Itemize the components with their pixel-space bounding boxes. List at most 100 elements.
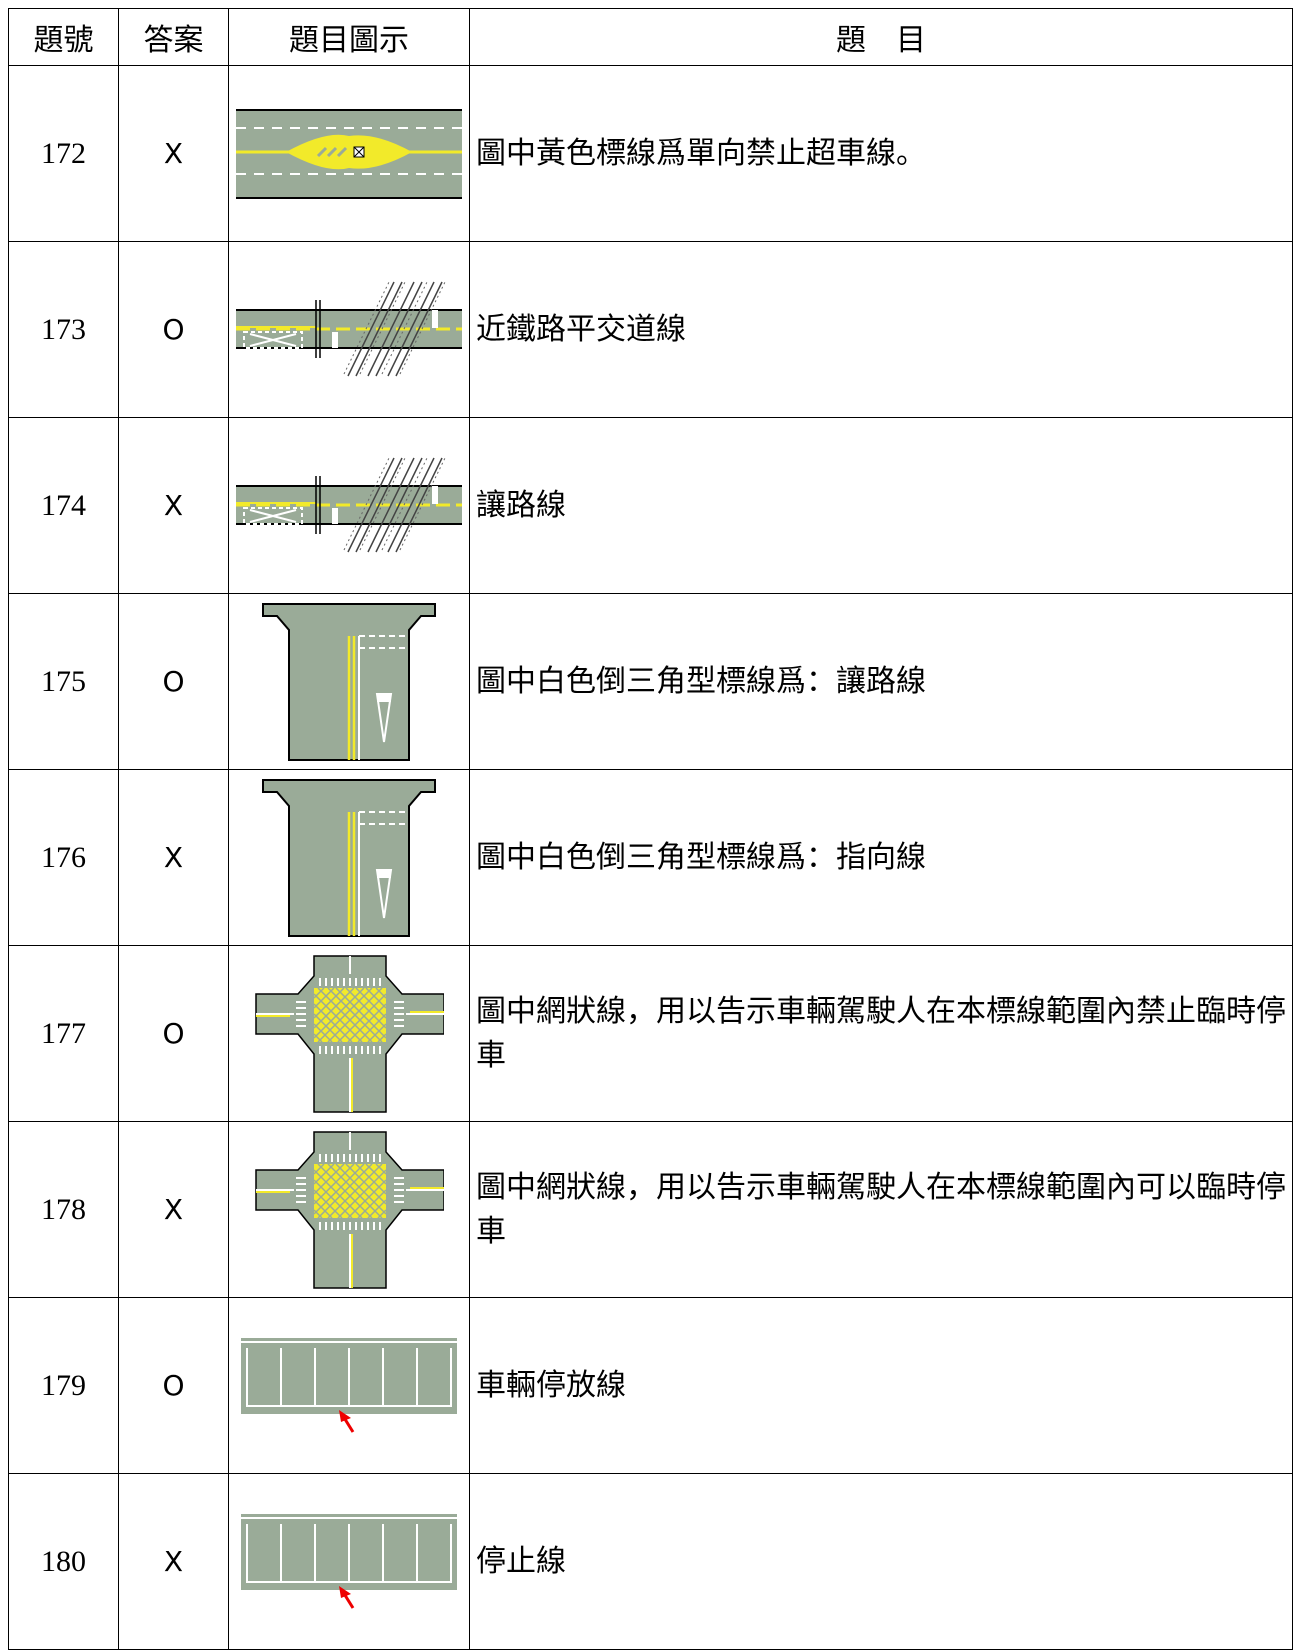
figure-shape xyxy=(387,281,443,376)
header-cell: 題 目 xyxy=(469,8,1293,66)
question-row: 173 O 近鐵路平交道線 xyxy=(8,241,1293,418)
question-text: 圖中白色倒三角型標線爲：指向線 xyxy=(469,769,1293,946)
answer: O xyxy=(118,241,229,418)
question-number: 177 xyxy=(8,945,119,1122)
figure-shape xyxy=(243,330,303,349)
question-number: 178 xyxy=(8,1121,119,1298)
question-text: 圖中網狀線，用以告示車輛駕駛人在本標線範圍內禁止臨時停車 xyxy=(469,945,1293,1122)
question-text: 車輛停放線 xyxy=(469,1297,1293,1474)
figure-shape xyxy=(313,986,387,1043)
question-row: 172 X 圖中黃色標線爲單向禁止超車線。 xyxy=(8,65,1293,242)
question-row: 175 O 圖中白色倒三角型標線爲：讓路線 xyxy=(8,593,1293,770)
question-text: 停止線 xyxy=(469,1473,1293,1650)
road-marking-figure xyxy=(236,108,462,199)
figure-shape xyxy=(347,281,403,376)
question-row: 178 X 圖中網狀線，用以告示車輛駕駛人在本標線範圍內可以臨時停車 xyxy=(8,1121,1293,1298)
question-row: 179 O 車輛停放線 xyxy=(8,1297,1293,1474)
figure-shape xyxy=(319,1221,381,1230)
question-figure xyxy=(228,945,470,1122)
road-marking-figure xyxy=(262,778,436,937)
figure-shape xyxy=(249,332,297,347)
figure-shape xyxy=(432,485,438,504)
answer: X xyxy=(118,769,229,946)
question-number: 174 xyxy=(8,417,119,594)
question-text: 近鐵路平交道線 xyxy=(469,241,1293,418)
question-text: 圖中白色倒三角型標線爲：讓路線 xyxy=(469,593,1293,770)
question-figure xyxy=(228,1297,470,1474)
figure-shape xyxy=(367,457,423,552)
question-row: 176 X 圖中白色倒三角型標線爲：指向線 xyxy=(8,769,1293,946)
figure-shape xyxy=(432,309,438,328)
figure-shape xyxy=(394,1000,404,1027)
question-figure xyxy=(228,769,470,946)
figure-shape xyxy=(339,1585,351,1598)
figure-shape xyxy=(347,457,443,552)
question-text: 圖中黃色標線爲單向禁止超車線。 xyxy=(469,65,1293,242)
question-table: 題號 答案 題目圖示題 目 172 X 圖中黃色標線爲單向禁止超車線。 173 O 近鐵路… xyxy=(8,8,1293,1650)
figure-shape xyxy=(347,281,443,376)
table-body: 172 X 圖中黃色標線爲單向禁止超車線。 173 O 近鐵路平交道線 174 X xyxy=(8,65,1293,1650)
answer: X xyxy=(118,1473,229,1650)
header-cell: 答案 xyxy=(118,8,229,66)
answer: X xyxy=(118,1121,229,1298)
figure-shape xyxy=(339,1409,351,1422)
road-marking-figure xyxy=(241,1513,457,1609)
question-number: 175 xyxy=(8,593,119,770)
figure-shape xyxy=(377,869,391,878)
figure-shape xyxy=(280,1523,418,1582)
question-text: 圖中網狀線，用以告示車輛駕駛人在本標線範圍內可以臨時停車 xyxy=(469,1121,1293,1298)
figure-shape xyxy=(377,693,391,702)
figure-shape xyxy=(347,457,403,552)
header-cell: 題號 xyxy=(8,8,119,66)
header-row: 題號 答案 題目圖示題 目 xyxy=(8,8,1293,66)
question-number: 176 xyxy=(8,769,119,946)
header-cell: 題目圖示 xyxy=(228,8,470,66)
figure-shape xyxy=(256,955,444,1112)
figure-shape xyxy=(249,508,297,523)
figure-shape xyxy=(319,1045,381,1054)
figure-shape xyxy=(256,1186,444,1288)
figure-shape xyxy=(319,977,381,986)
question-number: 172 xyxy=(8,65,119,242)
answer: O xyxy=(118,1297,229,1474)
question-number: 179 xyxy=(8,1297,119,1474)
road-marking-figure xyxy=(236,455,462,552)
answer: O xyxy=(118,945,229,1122)
question-figure xyxy=(228,1473,470,1650)
road-marking-figure xyxy=(262,602,436,761)
question-figure xyxy=(228,1121,470,1298)
figure-shape xyxy=(313,1162,387,1219)
figure-shape xyxy=(353,146,365,157)
figure-shape xyxy=(256,1131,444,1288)
question-row: 177 O 圖中網狀線，用以告示車輛駕駛人在本標線範圍內禁止臨時停車 xyxy=(8,945,1293,1122)
figure-shape xyxy=(243,506,303,525)
question-number: 173 xyxy=(8,241,119,418)
answer: X xyxy=(118,417,229,594)
question-row: 180 X 停止線 xyxy=(8,1473,1293,1650)
question-figure xyxy=(228,241,470,418)
answer: X xyxy=(118,65,229,242)
figure-shape xyxy=(286,134,412,169)
figure-shape xyxy=(394,1176,404,1203)
question-figure xyxy=(228,593,470,770)
figure-shape xyxy=(387,457,443,552)
question-row: 174 X 讓路線 xyxy=(8,417,1293,594)
figure-shape xyxy=(256,1131,444,1288)
figure-shape xyxy=(332,331,338,348)
figure-shape xyxy=(367,281,423,376)
question-figure xyxy=(228,417,470,594)
figure-shape xyxy=(313,986,387,1043)
question-text: 讓路線 xyxy=(469,417,1293,594)
figure-shape xyxy=(256,955,444,1112)
answer: O xyxy=(118,593,229,770)
figure-shape xyxy=(316,146,348,157)
road-marking-figure xyxy=(241,1337,457,1433)
figure-shape xyxy=(296,1176,306,1203)
road-marking-figure xyxy=(255,1130,444,1289)
figure-shape xyxy=(319,1153,381,1162)
figure-shape xyxy=(332,507,338,524)
figure-shape xyxy=(296,1000,306,1027)
figure-shape xyxy=(256,1010,444,1112)
figure-shape xyxy=(313,1162,387,1219)
